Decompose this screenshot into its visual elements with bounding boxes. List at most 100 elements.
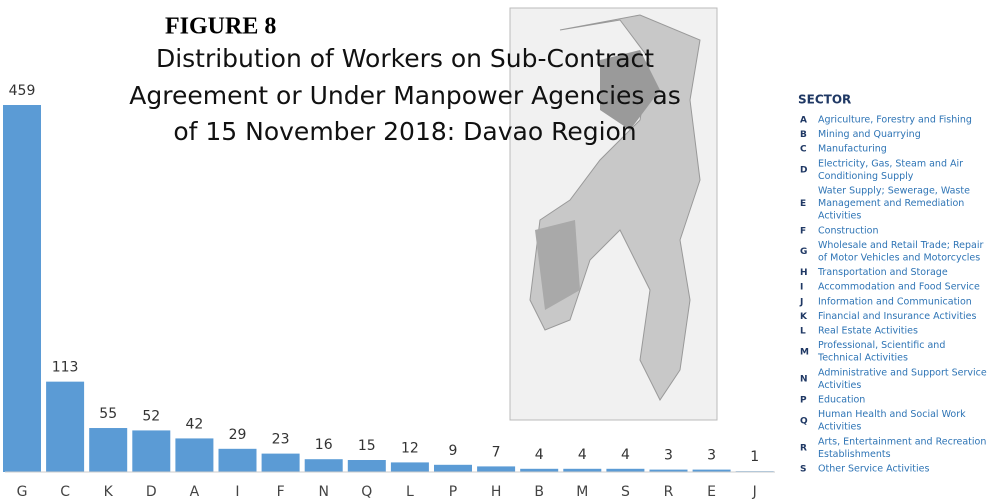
bar (3, 105, 41, 472)
value-label: 3 (664, 448, 673, 464)
bar (46, 381, 85, 472)
bar (649, 469, 688, 472)
legend-letter: A (800, 116, 807, 126)
legend-text: Wholesale and Retail Trade; Repair (818, 240, 983, 251)
x-tick-label: E (707, 484, 716, 500)
bar (218, 448, 257, 472)
x-tick-label: C (60, 484, 70, 500)
legend-text: Real Estate Activities (818, 326, 918, 337)
legend-text: Accommodation and Food Service (818, 282, 980, 293)
value-label: 12 (401, 440, 419, 456)
x-tick-label: N (318, 484, 328, 500)
bar (606, 468, 645, 472)
figure-label: FIGURE 8 (165, 14, 276, 40)
value-label: 4 (578, 447, 587, 463)
value-label: 3 (707, 448, 716, 464)
legend-letter: I (800, 283, 803, 293)
title-line: of 15 November 2018: Davao Region (173, 117, 636, 146)
legend-text: Agriculture, Forestry and Fishing (818, 115, 972, 126)
legend-text: Electricity, Gas, Steam and Air (818, 158, 963, 169)
legend-letter: D (800, 166, 807, 176)
legend-letter: C (800, 145, 807, 155)
legend-letter: J (799, 297, 803, 307)
value-label: 55 (99, 406, 117, 422)
value-label: 4 (535, 447, 544, 463)
x-tick-label: A (190, 484, 200, 500)
legend-text: Human Health and Social Work (818, 409, 966, 420)
legend-text: Other Service Activities (818, 464, 930, 475)
bar (132, 430, 171, 472)
legend-text: Technical Activities (817, 353, 908, 364)
legend-letter: M (800, 347, 809, 357)
value-label: 16 (315, 437, 333, 453)
bar (261, 453, 300, 472)
x-tick-label: G (17, 484, 28, 500)
value-label: 52 (142, 408, 160, 424)
x-tick-label: H (491, 484, 502, 500)
legend-text: Administrative and Support Service (818, 367, 987, 378)
value-label: 42 (185, 416, 203, 432)
value-label: 459 (9, 83, 36, 99)
legend-letter: H (800, 268, 808, 278)
legend-text: Management and Remediation (818, 198, 964, 209)
legend-text: Construction (818, 225, 879, 236)
bar (304, 459, 343, 472)
legend-letter: E (800, 199, 806, 209)
x-tick-label: S (621, 484, 630, 500)
value-label: 29 (229, 427, 247, 443)
map (509, 7, 718, 421)
legend-letter: K (800, 312, 808, 322)
legend-text: Transportation and Storage (817, 267, 948, 278)
legend-text: Water Supply; Sewerage, Waste (818, 186, 970, 197)
bar (692, 469, 731, 472)
x-tick-label: J (752, 484, 757, 500)
legend-letter: Q (800, 416, 808, 426)
x-tick-label: D (146, 484, 157, 500)
title-line: Distribution of Workers on Sub-Contract (156, 44, 654, 73)
legend-text: Activities (818, 422, 861, 433)
legend-text: Establishments (818, 449, 891, 460)
bar (520, 468, 559, 472)
x-tick-label: K (104, 484, 114, 500)
legend-text: of Motor Vehicles and Motorcycles (818, 253, 980, 264)
x-tick-label: F (277, 484, 285, 500)
title-line: Agreement or Under Manpower Agencies as (129, 81, 680, 110)
value-label: 23 (272, 432, 290, 448)
legend-letter: G (800, 247, 807, 257)
value-label: 4 (621, 447, 630, 463)
legend-letter: S (800, 465, 806, 475)
value-label: 7 (492, 444, 501, 460)
x-tick-label: L (406, 484, 414, 500)
value-label: 113 (52, 360, 79, 376)
x-tick-label: I (235, 484, 239, 500)
legend-letter: R (800, 444, 807, 454)
legend-letter: L (800, 327, 806, 337)
legend-title: SECTOR (798, 93, 851, 107)
x-tick-label: P (449, 484, 457, 500)
legend-letter: F (800, 226, 806, 236)
bar (89, 428, 128, 472)
legend-text: Activities (818, 380, 861, 391)
x-tick-label: R (664, 484, 674, 500)
legend-text: Activities (818, 211, 861, 222)
legend-text: Conditioning Supply (818, 171, 914, 182)
value-label: 15 (358, 438, 376, 454)
bar (563, 468, 602, 472)
x-tick-label: Q (361, 484, 372, 500)
legend-text: Professional, Scientific and (818, 340, 945, 351)
legend-letter: P (800, 396, 807, 406)
bar (175, 438, 214, 472)
legend-text: Arts, Entertainment and Recreation (818, 436, 986, 447)
x-tick-label: B (534, 484, 544, 500)
legend-text: Financial and Insurance Activities (818, 311, 977, 322)
value-label: 1 (750, 449, 759, 465)
legend-text: Mining and Quarrying (818, 129, 921, 140)
legend-text: Information and Communication (818, 296, 972, 307)
bar (477, 466, 516, 472)
x-tick-label: M (576, 484, 588, 500)
legend-text: Education (818, 395, 865, 406)
bar (347, 460, 386, 472)
legend-text: Manufacturing (818, 144, 887, 155)
bar (434, 464, 472, 472)
